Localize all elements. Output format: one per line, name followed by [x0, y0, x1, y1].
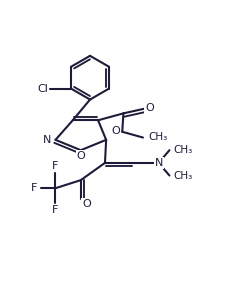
Text: CH₃: CH₃ — [148, 132, 167, 142]
Text: F: F — [52, 161, 59, 171]
Text: O: O — [112, 126, 120, 136]
Text: CH₃: CH₃ — [173, 145, 192, 155]
Text: O: O — [82, 199, 91, 209]
Text: CH₃: CH₃ — [173, 171, 192, 181]
Text: Cl: Cl — [37, 84, 48, 94]
Text: O: O — [76, 151, 85, 161]
Text: O: O — [145, 103, 154, 113]
Text: F: F — [52, 206, 59, 215]
Text: N: N — [43, 135, 51, 145]
Text: F: F — [31, 183, 37, 193]
Text: N: N — [155, 158, 164, 168]
